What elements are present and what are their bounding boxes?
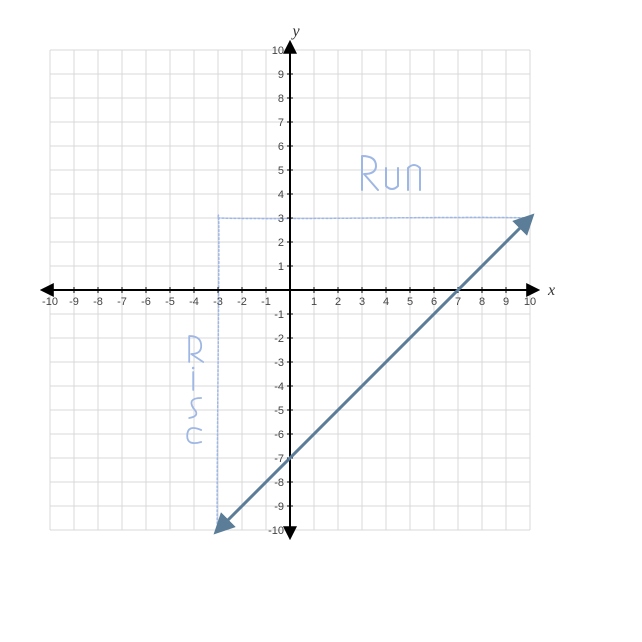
- svg-text:5: 5: [407, 296, 413, 308]
- svg-text:-8: -8: [274, 477, 284, 489]
- svg-text:-5: -5: [165, 296, 175, 308]
- svg-text:4: 4: [278, 189, 284, 201]
- svg-text:8: 8: [278, 93, 284, 105]
- svg-text:-2: -2: [237, 296, 247, 308]
- svg-text:2: 2: [278, 237, 284, 249]
- coordinate-plane: -10 -9 -8 -7 -6 -5 -4 -3 -2 -1 1 2 3 4 5 6 7 8 9 10 -10 -9 -8 -…: [0, 0, 642, 642]
- svg-text:-6: -6: [274, 429, 284, 441]
- svg-text:-2: -2: [274, 333, 284, 345]
- svg-text:-10: -10: [268, 525, 284, 537]
- svg-text:9: 9: [278, 69, 284, 81]
- svg-text:10: 10: [272, 45, 284, 57]
- svg-text:-7: -7: [274, 453, 284, 465]
- svg-text:-9: -9: [69, 296, 79, 308]
- svg-text:-6: -6: [141, 296, 151, 308]
- svg-text:-3: -3: [213, 296, 223, 308]
- svg-text:3: 3: [278, 213, 284, 225]
- svg-text:-10: -10: [42, 296, 58, 308]
- svg-text:9: 9: [503, 296, 509, 308]
- svg-text:2: 2: [335, 296, 341, 308]
- svg-text:-9: -9: [274, 501, 284, 513]
- svg-text:-5: -5: [274, 405, 284, 417]
- svg-text:4: 4: [383, 296, 389, 308]
- chart-container: -10 -9 -8 -7 -6 -5 -4 -3 -2 -1 1 2 3 4 5 6 7 8 9 10 -10 -9 -8 -…: [0, 0, 642, 642]
- svg-text:1: 1: [311, 296, 317, 308]
- svg-text:y: y: [290, 23, 300, 40]
- svg-text:8: 8: [479, 296, 485, 308]
- svg-text:6: 6: [431, 296, 437, 308]
- svg-text:10: 10: [524, 296, 536, 308]
- svg-text:7: 7: [278, 117, 284, 129]
- svg-text:-4: -4: [274, 381, 284, 393]
- svg-text:-8: -8: [93, 296, 103, 308]
- svg-text:-3: -3: [274, 357, 284, 369]
- svg-text:-1: -1: [261, 296, 271, 308]
- svg-text:x: x: [547, 282, 555, 299]
- svg-text:1: 1: [278, 261, 284, 273]
- svg-text:6: 6: [278, 141, 284, 153]
- svg-text:7: 7: [455, 296, 461, 308]
- svg-text:5: 5: [278, 165, 284, 177]
- svg-text:-7: -7: [117, 296, 127, 308]
- svg-text:-1: -1: [274, 309, 284, 321]
- svg-text:-4: -4: [189, 296, 199, 308]
- svg-text:3: 3: [359, 296, 365, 308]
